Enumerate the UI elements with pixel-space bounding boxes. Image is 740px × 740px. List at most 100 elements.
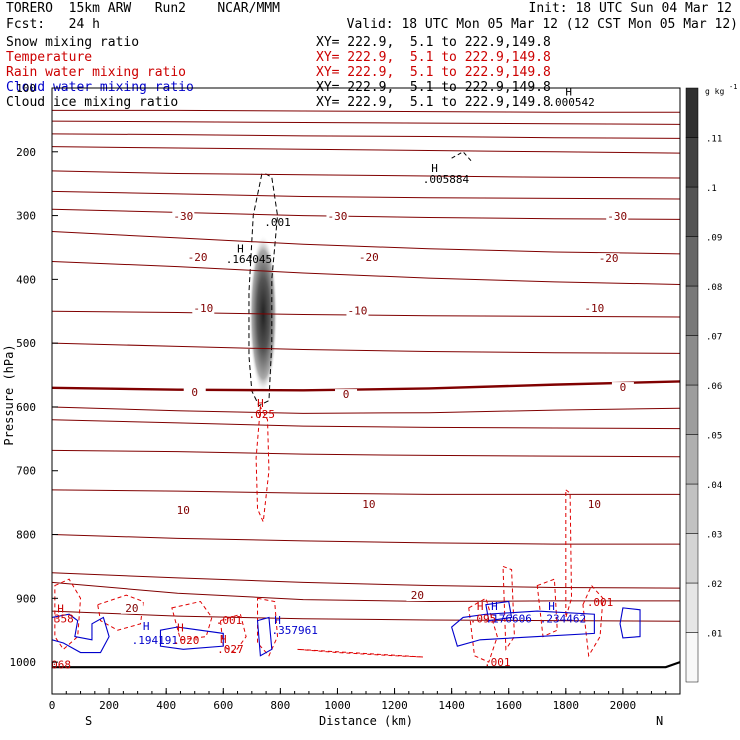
x-tick-label: 800 (270, 699, 290, 712)
temperature-isotherm (52, 133, 680, 139)
y-tick-label: 300 (16, 210, 36, 223)
y-tick-label: 500 (16, 337, 36, 350)
x-tick-label: 400 (156, 699, 176, 712)
north-label: N (656, 714, 663, 728)
y-tick-label: 100 (16, 82, 36, 95)
temperature-isotherm (52, 231, 680, 255)
x-tick-label: 1400 (438, 699, 465, 712)
cloud-water-contour (256, 616, 273, 657)
forecast-hour: Fcst: 24 h (6, 17, 100, 32)
colorbar-label: .03 (706, 531, 722, 541)
temperature-label-bg (583, 302, 606, 314)
temperature-isotherm (52, 190, 680, 200)
contour-value-label: H (257, 397, 264, 410)
colorbar-swatch (685, 335, 699, 386)
colorbar-swatch (685, 632, 699, 683)
contour-value-label: H (491, 600, 498, 613)
temperature-label-bg (611, 382, 634, 394)
contour-value-label: H (431, 162, 438, 175)
contour-value-label: H (477, 600, 484, 613)
contour-value-label: .027 (217, 643, 244, 656)
temperature-isotherm (52, 146, 680, 154)
temperature-label: 10 (177, 504, 190, 517)
plot-border (51, 87, 681, 695)
contour-value-label: .025 (249, 408, 276, 421)
temperature-isotherm (52, 380, 680, 392)
temperature-label: -30 (607, 210, 627, 223)
legend-field-name: Temperature (6, 50, 93, 65)
colorbar: .01 .02 .03 .04 .05 .06 .07 .08 .09 .1 .11 (685, 87, 722, 683)
temperature-label: -10 (347, 305, 367, 318)
contour-value-label: .068 (44, 658, 71, 671)
y-tick-label: 400 (16, 273, 36, 286)
colorbar-swatch (685, 483, 699, 534)
x-tick-label: 600 (213, 699, 233, 712)
valid-time: Valid: 18 UTC Mon 05 Mar 12 (12 CST Mon … (346, 17, 738, 32)
contour-value-label: .001 (484, 656, 511, 669)
contour-value-label: .234462 (540, 613, 586, 626)
contour-value-label: H (565, 86, 572, 99)
colorbar-swatch (685, 285, 699, 336)
y-tick-label: 900 (16, 592, 36, 605)
colorbar-label: .01 (706, 630, 722, 640)
temperature-isotherm (52, 109, 680, 113)
axes: 0 200 400 600 800 1000 1200 1400 1600 1800 2000100… (10, 82, 681, 712)
contour-value-label: H (220, 633, 227, 646)
colorbar-swatch (685, 582, 699, 633)
temperature-label-bg (346, 305, 369, 317)
temperature-label: -20 (359, 251, 379, 264)
contour-value-label: .176606 (486, 613, 532, 626)
y-tick-label: 700 (16, 465, 36, 478)
legend-cross-section-coords: XY= 222.9, 5.1 to 222.9,149.8 (316, 35, 551, 50)
cloud-water-contour (619, 607, 641, 639)
contour-value-label: .020 (173, 634, 200, 647)
x-axis-label: Distance (km) (319, 714, 413, 728)
model-title: TORERO 15km ARW Run2 NCAR/MMM (6, 1, 280, 16)
rain-water-contour (171, 600, 213, 641)
temperature-isotherm (52, 170, 680, 179)
contour-value-label: .005884 (423, 173, 470, 186)
rain-water-contour (257, 597, 279, 657)
temperature-isotherm (52, 534, 680, 545)
cloud-water-contour (451, 610, 595, 647)
temperature-label: -30 (173, 210, 193, 223)
snow-mixing-ratio-core (249, 234, 278, 395)
temperature-isotherm (52, 489, 680, 495)
colorbar-swatch (685, 186, 699, 237)
y-tick-label: 200 (16, 146, 36, 159)
temperature-label-bg (406, 590, 429, 602)
colorbar-label: .07 (706, 333, 722, 343)
rain-water-contour (97, 594, 144, 631)
contour-value-label: .164045 (226, 253, 272, 266)
temperature-label: 10 (588, 498, 601, 511)
x-tick-label: 1200 (381, 699, 408, 712)
temperature-label: -10 (584, 302, 604, 315)
contour-value-label: .194191 (132, 634, 178, 647)
rain-water-contour (297, 648, 424, 658)
contour-value-label: .001 (587, 596, 614, 609)
temperature-isotherm (52, 610, 680, 622)
plot-frame (51, 87, 681, 695)
x-tick-label: 0 (49, 699, 56, 712)
contour-value-label: H (548, 600, 555, 613)
temperature-label-bg (186, 251, 209, 263)
cloud-water-contour (159, 626, 224, 650)
colorbar-unit: g kg (705, 87, 724, 96)
rain-water-contour (54, 578, 82, 651)
colorbar-label: .09 (706, 234, 722, 244)
temperature-label-bg (172, 505, 195, 517)
temperature-label: 0 (343, 388, 350, 401)
temperature-label: -30 (328, 210, 348, 223)
y-axis-label: Pressure (hPa) (2, 344, 16, 445)
contour-value-label: .095 (470, 613, 497, 626)
rain-water-contour (502, 565, 515, 651)
x-tick-label: 1800 (553, 699, 580, 712)
colorbar-swatch (685, 434, 699, 485)
temperature-isotherm (52, 208, 680, 220)
legend-cross-section-coords: XY= 222.9, 5.1 to 222.9,149.8 (316, 50, 551, 65)
legend-field-name: Snow mixing ratio (6, 35, 140, 50)
temperature-label: 20 (125, 602, 138, 615)
temperature-label-bg (120, 602, 143, 614)
contour-value-label: H (237, 243, 244, 256)
